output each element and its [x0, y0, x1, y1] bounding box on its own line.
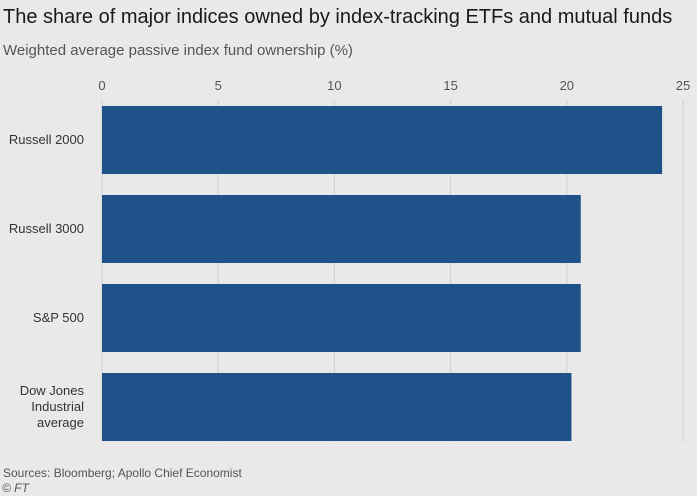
x-axis-ticks: 0 5 10 15 20 25	[98, 78, 690, 93]
bar-chart: 0 5 10 15 20 25 Russell 2000 Russell 3000 S&P 5…	[9, 78, 690, 442]
source-note: Sources: Bloomberg; Apollo Chief Economi…	[3, 466, 242, 480]
category-label: S&P 500	[33, 310, 84, 325]
category-label: Russell 2000	[9, 132, 84, 147]
x-tick-label: 5	[215, 78, 222, 93]
category-label: Russell 3000	[9, 221, 84, 236]
x-tick-label: 25	[676, 78, 690, 93]
bar	[102, 195, 581, 263]
category-labels: Russell 2000 Russell 3000 S&P 500 Dow Jones…	[9, 132, 85, 430]
x-tick-label: 0	[98, 78, 105, 93]
bar	[102, 284, 581, 352]
category-label: Dow Jones Industrial average	[20, 383, 85, 430]
copyright-credit: © FT	[2, 481, 29, 495]
bar	[102, 373, 572, 441]
x-tick-label: 15	[443, 78, 457, 93]
x-tick-label: 10	[327, 78, 341, 93]
bar	[102, 106, 663, 174]
chart-subtitle: Weighted average passive index fund owne…	[3, 42, 353, 59]
x-tick-label: 20	[560, 78, 574, 93]
chart-title: The share of major indices owned by inde…	[3, 6, 673, 28]
bars	[102, 106, 663, 441]
